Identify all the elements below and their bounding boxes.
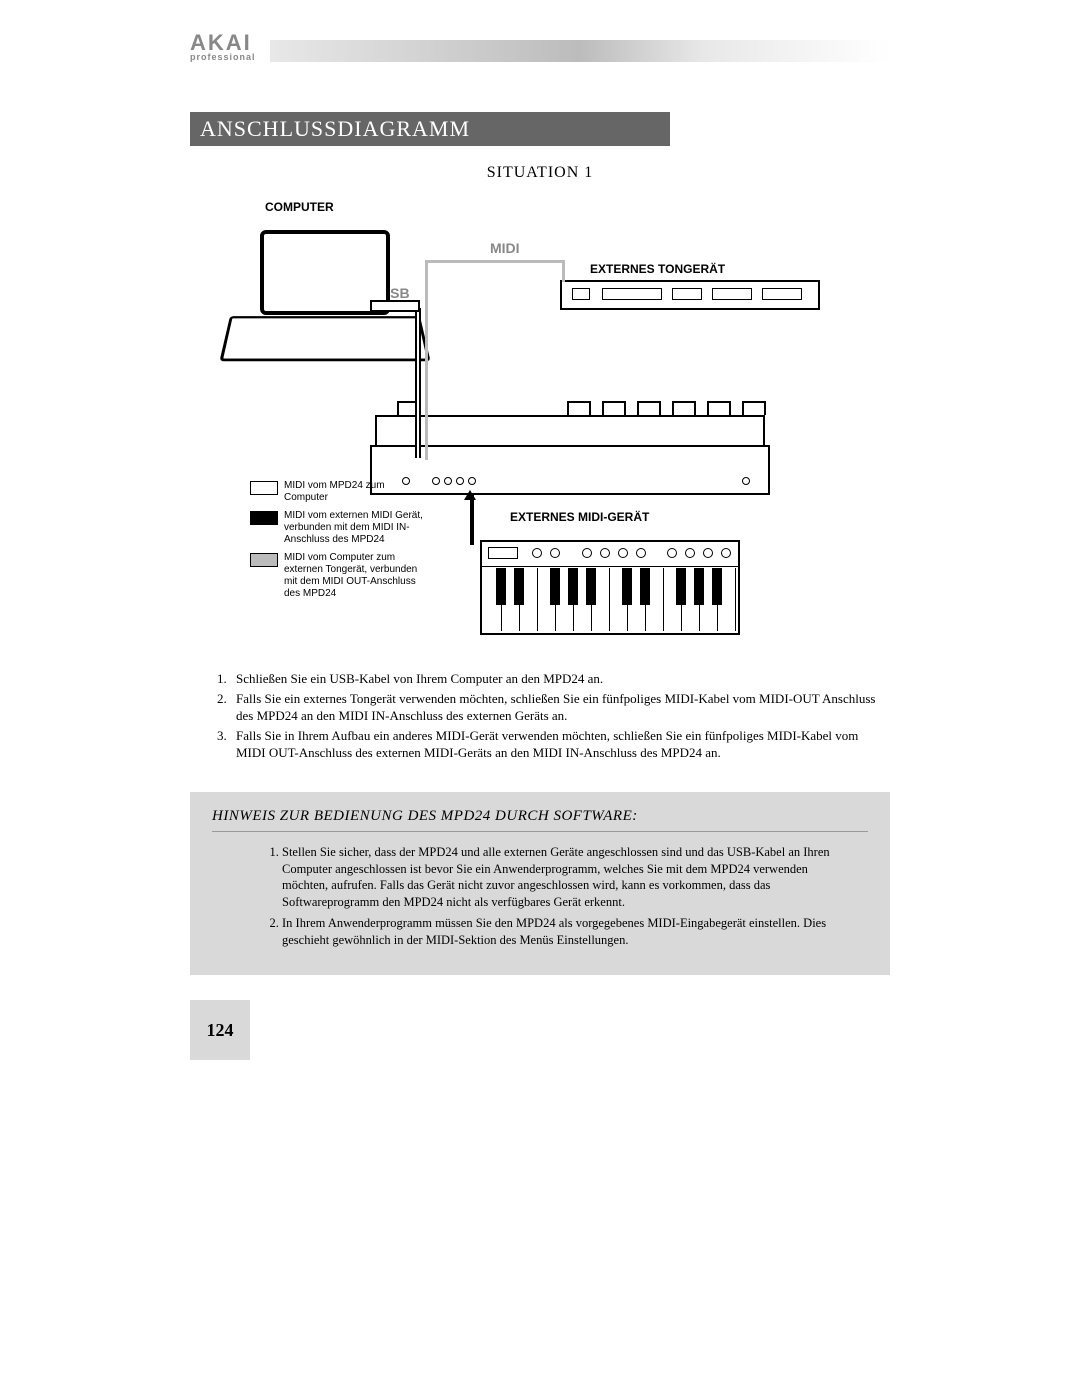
cable-usb-icon bbox=[415, 308, 421, 458]
computer-label: COMPUTER bbox=[265, 200, 334, 214]
laptop-base-icon bbox=[219, 316, 430, 361]
swatch-grey-icon bbox=[250, 553, 278, 567]
legend-text: MIDI vom MPD24 zum Computer bbox=[284, 480, 430, 504]
instruction-item: Schließen Sie ein USB-Kabel von Ihrem Co… bbox=[230, 670, 890, 688]
legend-box: MIDI vom MPD24 zum Computer MIDI vom ext… bbox=[250, 480, 430, 606]
instruction-list: Schließen Sie ein USB-Kabel von Ihrem Co… bbox=[190, 670, 890, 762]
swatch-white-icon bbox=[250, 481, 278, 495]
legend-text: MIDI vom externen MIDI Gerät, verbunden … bbox=[284, 510, 430, 546]
mpd-top-icon bbox=[375, 415, 765, 445]
midi-top-label: MIDI bbox=[490, 240, 520, 256]
instruction-item: Falls Sie ein externes Tongerät verwende… bbox=[230, 690, 890, 725]
midi-keyboard-icon bbox=[480, 540, 740, 635]
ext-sound-label: EXTERNES TONGERÄT bbox=[590, 262, 725, 276]
mpd-body-icon bbox=[370, 445, 770, 495]
legend-row: MIDI vom externen MIDI Gerät, verbunden … bbox=[250, 510, 430, 546]
page-content: AKAI professional ANSCHLUSSDIAGRAMM SITU… bbox=[190, 30, 890, 975]
cable-black-icon bbox=[470, 495, 474, 545]
situation-heading: SITUATION 1 bbox=[190, 164, 890, 182]
connection-diagram: COMPUTER USB MIDI EXTERNES TONGERÄT EXTE… bbox=[190, 190, 890, 650]
ext-midi-label: EXTERNES MIDI-GERÄT bbox=[510, 510, 649, 524]
header-gradient bbox=[270, 40, 890, 62]
sound-module-icon bbox=[560, 280, 820, 310]
cable-grey-icon bbox=[425, 260, 565, 263]
cable-grey-icon bbox=[425, 260, 428, 310]
legend-row: MIDI vom Computer zum externen Tongerät,… bbox=[250, 552, 430, 600]
legend-text: MIDI vom Computer zum externen Tongerät,… bbox=[284, 552, 430, 600]
note-item: Stellen Sie sicher, dass der MPD24 und a… bbox=[282, 844, 838, 912]
arrow-up-icon bbox=[464, 490, 476, 500]
cable-grey-icon bbox=[425, 310, 428, 460]
cable-grey-icon bbox=[562, 260, 565, 282]
software-note-box: HINWEIS ZUR BEDIENUNG DES MPD24 DURCH SO… bbox=[190, 792, 890, 975]
note-title: HINWEIS ZUR BEDIENUNG DES MPD24 DURCH SO… bbox=[212, 808, 868, 832]
note-list: Stellen Sie sicher, dass der MPD24 und a… bbox=[212, 844, 868, 949]
usb-plug-icon bbox=[370, 300, 420, 312]
instruction-item: Falls Sie in Ihrem Aufbau ein anderes MI… bbox=[230, 727, 890, 762]
section-title: ANSCHLUSSDIAGRAMM bbox=[190, 112, 670, 146]
page-number-value: 124 bbox=[207, 1020, 234, 1041]
page-number: 124 bbox=[190, 1000, 250, 1060]
legend-row: MIDI vom MPD24 zum Computer bbox=[250, 480, 430, 504]
swatch-black-icon bbox=[250, 511, 278, 525]
note-item: In Ihrem Anwenderprogramm müssen Sie den… bbox=[282, 915, 838, 949]
